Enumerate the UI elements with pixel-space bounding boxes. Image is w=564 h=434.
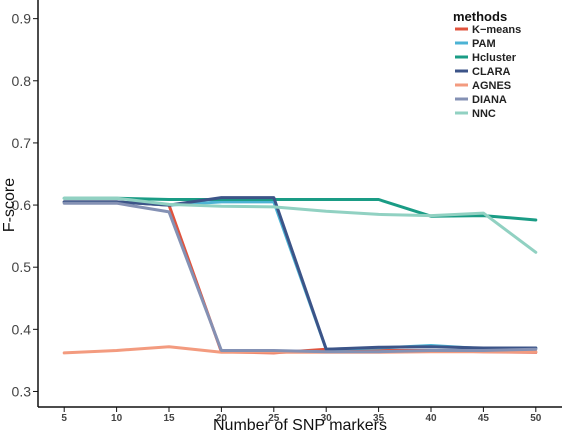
x-tick-label: 15: [163, 413, 175, 424]
y-tick-label: 0.9: [12, 11, 32, 27]
legend-label: K−means: [472, 24, 521, 36]
x-tick-label: 25: [268, 413, 280, 424]
legend-items: K−means PAM Hcluster CLARA AGNES DIANA NNC: [455, 24, 521, 120]
x-tick-label: 20: [216, 413, 228, 424]
legend-label: DIANA: [472, 94, 507, 106]
x-tick-label: 35: [373, 413, 385, 424]
x-tick-label: 50: [530, 413, 542, 424]
y-tick-label: 0.4: [12, 321, 32, 337]
legend-label: AGNES: [472, 80, 511, 92]
x-tick-label: 30: [321, 413, 333, 424]
y-tick-label: 0.3: [12, 383, 32, 399]
series-line-hcluster: [62, 196, 538, 222]
legend-label: PAM: [472, 38, 496, 50]
legend-title: methods: [453, 9, 507, 24]
legend-label: NNC: [472, 108, 496, 120]
y-tick-label: 0.8: [12, 73, 32, 89]
x-tick-label: 40: [425, 413, 437, 424]
axes: [37, 0, 562, 408]
legend: methods K−means PAM Hcluster CLARA AGNES DIAN…: [453, 9, 521, 120]
series-line-clara: [62, 196, 538, 351]
y-tick-label: 0.7: [12, 135, 32, 151]
x-tick-label: 10: [111, 413, 123, 424]
x-tick-label: 45: [478, 413, 490, 424]
y-tick-label: 0.6: [12, 197, 32, 213]
x-axis-title: Number of SNP markers: [213, 417, 387, 434]
series-line-diana: [62, 201, 538, 354]
legend-label: CLARA: [472, 66, 511, 78]
series-line-nnc: [62, 196, 538, 254]
y-tick-label: 0.5: [12, 259, 32, 275]
plot-area: [62, 196, 538, 355]
legend-label: Hcluster: [472, 52, 517, 64]
y-ticks: 0.3 0.4 0.5 0.6 0.7 0.8 0.9: [12, 11, 38, 399]
x-tick-label: 5: [61, 413, 67, 424]
x-ticks: 5 10 15 20 25 30 35 40 45 50: [61, 407, 542, 424]
y-axis-title: F-score: [1, 178, 18, 232]
